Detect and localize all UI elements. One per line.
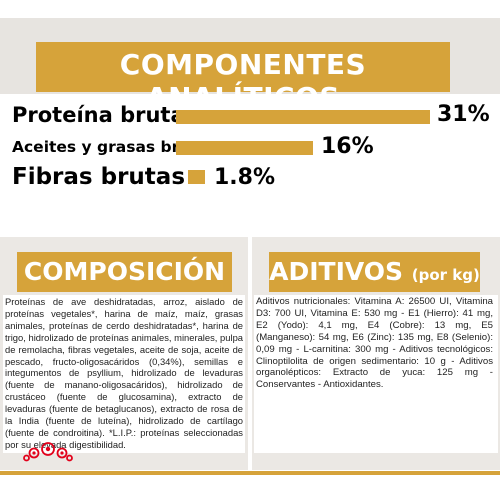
composicion-header: [17, 252, 232, 292]
royal-canin-crown-logo-icon: [23, 442, 73, 462]
analytic-value-aceites: 16%: [321, 134, 374, 159]
aditivos-title-suffix: (por kg): [411, 266, 480, 284]
analytic-label-proteina: Proteína bruta: [12, 103, 185, 127]
analytic-label-aceites: Aceites y grasas brutos: [12, 138, 218, 156]
aditivos-body: [254, 295, 498, 453]
composicion-title: COMPOSICIÓN: [23, 257, 226, 286]
aditivos-title: ADITIVOS (por kg): [269, 254, 480, 290]
analytic-value-proteina: 31%: [437, 102, 490, 127]
analytic-bar-fibras: [188, 170, 205, 184]
section-title-analiticos: COMPONENTES ANALÍTICOS: [119, 48, 367, 114]
analytic-bar-aceites: [176, 141, 313, 155]
analytic-bar-proteina: [176, 110, 430, 124]
aditivos-text: Aditivos nutricionales: Vitamina A: 2650…: [256, 296, 493, 391]
aditivos-title-main: ADITIVOS: [269, 257, 404, 286]
analytic-label-fibras: Fibras brutas: [12, 164, 186, 190]
composicion-body: [3, 295, 245, 453]
analytic-value-fibras: 1.8%: [214, 165, 276, 190]
composicion-text: Proteínas de ave deshidratadas, arroz, a…: [5, 296, 243, 450]
header-banner: [36, 42, 450, 92]
footer-line: [0, 471, 500, 475]
aditivos-header: [269, 252, 480, 292]
